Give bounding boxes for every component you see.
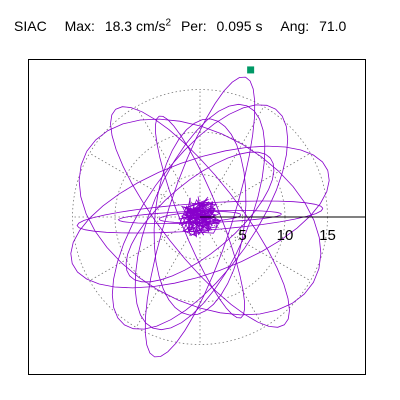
angle-label: Ang:: [280, 18, 310, 34]
trace-loop: [153, 118, 247, 316]
grid-spoke: [199, 106, 265, 218]
radial-tick-label: 15: [319, 227, 336, 244]
grid-spoke: [199, 152, 311, 218]
grid-spoke: [89, 152, 201, 218]
radial-tick-label: 10: [277, 227, 294, 244]
trace-loop: [144, 76, 256, 358]
max-value: 18.3: [104, 18, 133, 34]
trace-loop: [117, 209, 282, 225]
trace-loop: [70, 145, 330, 289]
max-amplitude-marker: [247, 66, 255, 74]
plot-header: SIAC Max: 18.3 cm/s2 Per: 0.095 s Ang: 7…: [14, 16, 346, 38]
grid-spoke: [135, 216, 201, 328]
trace-loop: [111, 104, 289, 330]
angle-value: 71.0: [319, 18, 347, 34]
trace-core: [178, 196, 222, 238]
grid-spoke: [135, 106, 201, 218]
trace-loop: [134, 103, 266, 331]
period-label: Per:: [180, 18, 207, 34]
grid-spoke: [199, 216, 311, 282]
trace-loop: [125, 151, 275, 283]
plot-frame: 5 10 15: [28, 59, 366, 375]
period-value: 0.095 s: [216, 18, 263, 34]
grid-spoke: [89, 216, 201, 282]
trace-loop: [110, 106, 290, 328]
max-label: Max:: [64, 18, 95, 34]
max-unit: cm/s2: [135, 17, 172, 34]
trace-loop: [76, 200, 324, 234]
grid-spoke: [199, 216, 265, 328]
trace-loop: [155, 115, 245, 319]
trace-loop: [78, 118, 322, 316]
radial-tick-label: 5: [238, 227, 246, 244]
hodogram-chart: 5 10 15: [70, 66, 365, 358]
station-code: SIAC: [14, 18, 47, 34]
trace-loop: [158, 211, 242, 223]
